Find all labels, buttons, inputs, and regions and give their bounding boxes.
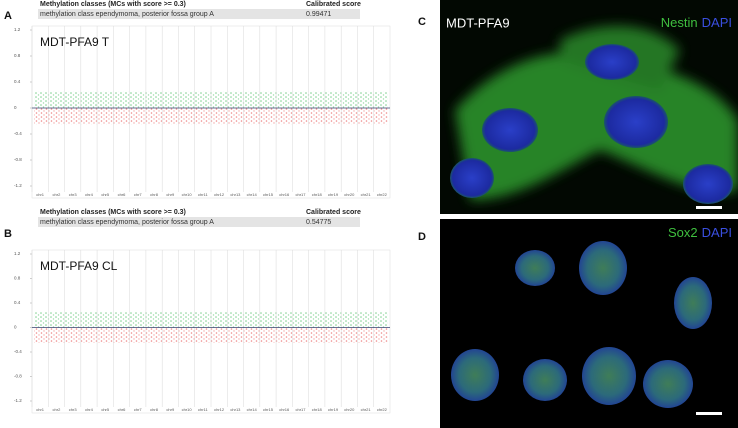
- nucleus: [582, 347, 636, 405]
- y-tick-label: 1.2: [14, 251, 21, 256]
- y-tick-label: 0.8: [14, 53, 21, 58]
- panel-label: A: [4, 10, 12, 22]
- x-tick-label: chr2: [53, 192, 62, 197]
- x-tick-label: chr10: [182, 407, 193, 412]
- chart-title: MDT-PFA9 CL: [40, 259, 118, 273]
- x-tick-label: chr11: [198, 192, 208, 197]
- table-cell: 0.99471: [306, 11, 331, 18]
- y-tick-label: -0.8: [14, 374, 22, 379]
- nucleus: [523, 359, 567, 401]
- x-tick-label: chr7: [134, 407, 143, 412]
- x-tick-label: chr13: [230, 407, 241, 412]
- table-row-bg: [38, 9, 360, 19]
- x-tick-label: chr6: [118, 407, 127, 412]
- table-header: Calibrated score: [306, 1, 361, 8]
- y-tick-label: 0: [14, 325, 17, 330]
- table-cell: methylation class ependymoma, posterior …: [40, 219, 214, 226]
- x-tick-label: chr15: [263, 192, 274, 197]
- nucleus: [604, 96, 668, 148]
- table-header: Methylation classes (MCs with score >= 0…: [40, 209, 186, 216]
- x-tick-label: chr18: [312, 192, 323, 197]
- x-tick-label: chr21: [361, 192, 372, 197]
- stain-label: Nestin DAPI: [661, 15, 732, 30]
- stain-label: Sox2 DAPI: [668, 225, 732, 240]
- x-tick-label: chr15: [263, 407, 274, 412]
- x-tick-label: chr22: [377, 407, 388, 412]
- nucleus: [683, 164, 733, 204]
- x-tick-label: chr4: [85, 407, 94, 412]
- x-tick-label: chr3: [69, 407, 78, 412]
- x-tick-label: chr16: [279, 192, 290, 197]
- x-tick-label: chr22: [377, 192, 388, 197]
- y-tick-label: 0.4: [14, 79, 21, 84]
- x-tick-label: chr17: [295, 192, 306, 197]
- table-cell: methylation class ependymoma, posterior …: [40, 11, 214, 18]
- y-tick-label: -0.8: [14, 157, 22, 162]
- x-tick-label: chr8: [150, 192, 159, 197]
- nucleus: [643, 360, 693, 408]
- scale-bar: [696, 206, 722, 209]
- x-tick-label: chr9: [166, 407, 175, 412]
- y-tick-label: 0.4: [14, 300, 21, 305]
- table-header: Methylation classes (MCs with score >= 0…: [40, 1, 186, 8]
- nucleus: [585, 44, 639, 80]
- table-header: Calibrated score: [306, 209, 361, 216]
- x-tick-label: chr14: [247, 192, 258, 197]
- x-tick-label: chr1: [36, 407, 45, 412]
- nucleus: [482, 108, 538, 152]
- x-tick-label: chr5: [101, 407, 110, 412]
- x-tick-label: chr19: [328, 192, 339, 197]
- x-tick-label: chr13: [230, 192, 241, 197]
- x-tick-label: chr17: [295, 407, 306, 412]
- nucleus: [451, 349, 499, 401]
- x-tick-label: chr2: [53, 407, 62, 412]
- x-tick-label: chr5: [101, 192, 110, 197]
- table-cell: 0.54775: [306, 219, 331, 226]
- x-tick-label: chr16: [279, 407, 290, 412]
- x-tick-label: chr20: [344, 407, 355, 412]
- x-tick-label: chr19: [328, 407, 339, 412]
- x-tick-label: chr12: [214, 407, 225, 412]
- y-tick-label: -1.2: [14, 183, 22, 188]
- stain-name: Nestin: [661, 15, 698, 30]
- nucleus: [674, 277, 712, 329]
- stain-name: DAPI: [702, 15, 732, 30]
- x-tick-label: chr18: [312, 407, 323, 412]
- panel-label: B: [4, 228, 12, 240]
- image-title: MDT-PFA9: [446, 15, 510, 30]
- nucleus: [579, 241, 627, 295]
- x-tick-label: chr8: [150, 407, 159, 412]
- x-tick-label: chr20: [344, 192, 355, 197]
- x-tick-label: chr6: [118, 192, 127, 197]
- y-tick-label: 0.8: [14, 276, 21, 281]
- nucleus: [515, 250, 555, 286]
- x-tick-label: chr1: [36, 192, 45, 197]
- x-tick-label: chr12: [214, 192, 225, 197]
- nucleus: [450, 158, 494, 198]
- scale-bar: [696, 412, 722, 415]
- x-tick-label: chr14: [247, 407, 258, 412]
- x-tick-label: chr4: [85, 192, 94, 197]
- y-tick-label: -0.4: [14, 131, 22, 136]
- x-tick-label: chr10: [182, 192, 193, 197]
- panel-label: D: [418, 231, 426, 243]
- stain-name: DAPI: [702, 225, 732, 240]
- x-tick-label: chr7: [134, 192, 143, 197]
- y-tick-label: -0.4: [14, 349, 22, 354]
- table-row-bg: [38, 217, 360, 227]
- x-tick-label: chr9: [166, 192, 175, 197]
- x-tick-label: chr21: [361, 407, 372, 412]
- y-tick-label: 1.2: [14, 27, 21, 32]
- x-tick-label: chr11: [198, 407, 208, 412]
- x-tick-label: chr3: [69, 192, 78, 197]
- chart-title: MDT-PFA9 T: [40, 35, 110, 49]
- stain-name: Sox2: [668, 225, 698, 240]
- panel-label: C: [418, 16, 426, 28]
- y-tick-label: -1.2: [14, 398, 22, 403]
- y-tick-label: 0: [14, 105, 17, 110]
